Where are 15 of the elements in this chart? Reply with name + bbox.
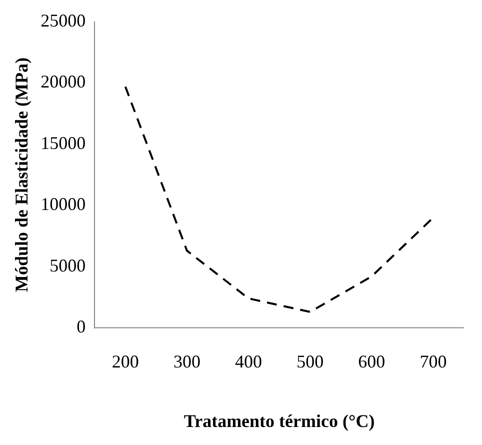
y-tick-label: 15000 <box>40 132 86 153</box>
y-tick-label: 5000 <box>50 255 86 276</box>
x-tick-label: 400 <box>235 351 262 372</box>
x-tick-label: 200 <box>112 351 139 372</box>
x-tick-label: 500 <box>296 351 324 372</box>
y-tick-label: 20000 <box>40 72 86 92</box>
x-tick-label: 300 <box>173 351 200 372</box>
y-tick-label: 10000 <box>40 194 86 214</box>
x-axis-title: Tratamento térmico (°C) <box>184 410 375 431</box>
line-series <box>124 86 434 313</box>
x-tick-label: 700 <box>420 351 447 372</box>
y-tick-label: 0 <box>76 316 86 337</box>
x-tick-label: 600 <box>358 351 386 372</box>
y-tick-label: 25000 <box>40 10 86 31</box>
y-axis-title: Módulo de Elasticidade (MPa) <box>11 58 32 292</box>
